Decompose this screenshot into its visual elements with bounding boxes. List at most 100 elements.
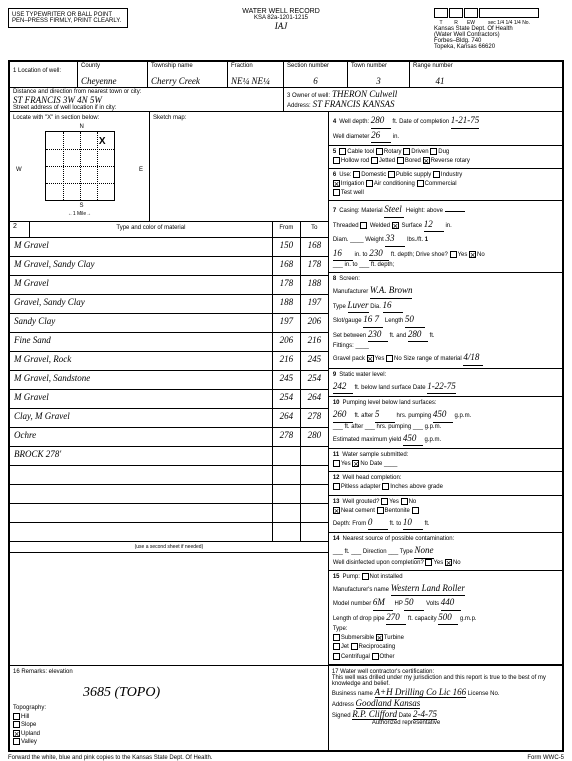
strata-from[interactable]: 216 [272,352,300,370]
strata-from[interactable]: 197 [272,314,300,332]
cb-sample-yes[interactable] [333,460,340,467]
cb-reverse[interactable] [423,157,430,164]
pump-gpm[interactable]: 450 [433,408,453,423]
static-level[interactable]: 242 [333,380,353,395]
strata-from[interactable]: 178 [272,276,300,294]
screen-dia[interactable]: 16 [383,299,403,314]
section-value[interactable]: 6 [287,76,344,86]
trew-sec[interactable] [479,8,539,18]
cb-test[interactable] [333,189,340,196]
screen-mfr[interactable]: W.A. Brown [370,284,413,299]
cb-grout-other[interactable] [412,507,419,514]
cb-cable[interactable] [339,148,346,155]
cb-centrifugal[interactable] [333,653,340,660]
strata-from[interactable]: 168 [272,257,300,275]
owner-value[interactable]: THERON Culwell [332,89,397,99]
strata-desc[interactable]: Fine Sand [10,333,272,351]
cb-pitless[interactable] [333,483,340,490]
strata-to[interactable] [300,485,328,503]
grout-to[interactable]: 10 [403,516,423,531]
screen-type[interactable]: Luver [348,299,369,314]
pump-hrs[interactable]: 5 [375,408,395,423]
strata-from[interactable] [272,523,300,541]
strata-from[interactable] [272,485,300,503]
strata-from[interactable]: 188 [272,295,300,313]
contam-type[interactable]: None [414,544,434,559]
cb-upland[interactable] [13,730,20,737]
s17-business[interactable]: A+H Drilling Co Lic 166 [375,687,467,698]
cb-dis-no[interactable] [445,559,452,566]
casing-depth[interactable]: 230 [369,247,389,262]
strata-desc[interactable]: M Gravel [10,276,272,294]
cb-not-installed[interactable] [362,573,369,580]
cb-jet[interactable] [333,643,340,650]
strata-desc[interactable]: Gravel, Sandy Clay [10,295,272,313]
strata-to[interactable] [300,447,328,465]
cb-grout-no[interactable] [401,498,408,505]
cb-air[interactable] [366,180,373,187]
trew-ew[interactable] [464,8,478,18]
strata-to[interactable]: 264 [300,390,328,408]
strata-to[interactable]: 254 [300,371,328,389]
address-value[interactable]: ST FRANCIS KANSAS [313,99,395,109]
strata-to[interactable] [300,504,328,522]
pump-pipe[interactable]: 270 [386,611,406,626]
strata-desc[interactable]: Clay, M Gravel [10,409,272,427]
pump-level[interactable]: 260 [333,408,353,423]
cb-gravel-no[interactable] [386,355,393,362]
pump-cap[interactable]: 500 [438,611,458,626]
strata-desc[interactable]: M Gravel, Sandy Clay [10,257,272,275]
cb-sample-no[interactable] [352,460,359,467]
strata-desc[interactable] [10,466,272,484]
cb-bentonite[interactable] [377,507,384,514]
strata-to[interactable]: 245 [300,352,328,370]
gravel-size[interactable]: 4/18 [463,351,483,366]
strata-desc[interactable]: M Gravel, Rock [10,352,272,370]
screen-b2[interactable]: 280 [408,328,428,343]
cb-inches[interactable] [382,483,389,490]
pump-max[interactable]: 450 [403,432,423,447]
cb-threaded[interactable] [360,222,367,229]
strata-to[interactable]: 178 [300,257,328,275]
strata-to[interactable]: 280 [300,428,328,446]
strata-to[interactable] [300,523,328,541]
town-value[interactable]: 3 [351,76,406,86]
cb-turbine[interactable] [376,634,383,641]
strata-from[interactable]: 245 [272,371,300,389]
cb-drive-no[interactable] [469,251,476,258]
range-value[interactable]: 41 [413,76,467,86]
strata-from[interactable] [272,504,300,522]
cb-rotary[interactable] [376,148,383,155]
strata-from[interactable]: 264 [272,409,300,427]
casing-material[interactable]: Steel [384,203,404,218]
strata-desc[interactable]: M Gravel [10,238,272,256]
pump-mfr[interactable]: Western Land Roller [391,582,465,597]
s17-date[interactable]: 2-4-75 [413,709,437,720]
grout-from[interactable]: 0 [368,516,388,531]
remarks-signature[interactable]: 3685 (TOPO) [83,685,325,701]
strata-desc[interactable]: BROCK 278' [10,447,272,465]
cb-gravel-yes[interactable] [367,355,374,362]
strata-desc[interactable] [10,485,272,503]
strata-desc[interactable]: Ochre [10,428,272,446]
s17-address[interactable]: Goodland Kansas [356,698,421,709]
cb-public[interactable] [388,171,395,178]
strata-to[interactable]: 188 [300,276,328,294]
well-diameter[interactable]: 26 [371,129,391,144]
strata-to[interactable]: 197 [300,295,328,313]
strata-desc[interactable] [10,523,272,541]
screen-slot[interactable]: 16 7 [363,313,383,328]
dist-value[interactable]: ST FRANCIS 3W 4N 5W [13,95,280,105]
pump-model[interactable]: 6M [373,596,393,611]
cb-recip[interactable] [351,643,358,650]
strata-to[interactable]: 216 [300,333,328,351]
strata-desc[interactable]: Sandy Clay [10,314,272,332]
s17-signed[interactable]: R.P. Clifford [352,709,397,720]
cb-grout-yes[interactable] [381,498,388,505]
casing-weight[interactable]: 33 [385,232,405,247]
cb-driven[interactable] [403,148,410,155]
cb-bored[interactable] [397,157,404,164]
pump-volts[interactable]: 440 [441,596,461,611]
cb-submersible[interactable] [333,634,340,641]
screen-b1[interactable]: 230 [368,328,388,343]
